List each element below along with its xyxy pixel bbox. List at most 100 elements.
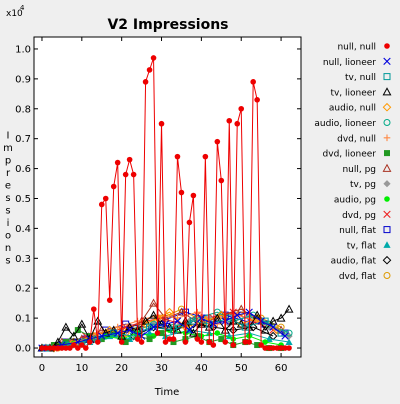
y-tick-label: 0.0	[15, 344, 31, 355]
data-point	[102, 195, 109, 202]
y-tick-label: 0.4	[15, 224, 31, 235]
x-axis-label: Time	[154, 387, 179, 398]
legend-label: audio, lioneer	[314, 119, 376, 129]
legend-item: audio, null	[329, 102, 392, 114]
data-point	[218, 177, 225, 184]
y-axis-label-letter: o	[5, 231, 11, 242]
legend-item: null, flat	[339, 226, 391, 236]
legend-item: dvd, pg	[342, 210, 391, 221]
legend-item: audio, flat	[331, 255, 392, 267]
data-point	[216, 310, 226, 320]
data-point	[170, 336, 177, 342]
y-axis-label-letter: i	[7, 218, 10, 229]
y-axis-multiplier-exponent: 4	[20, 4, 25, 12]
data-point	[154, 330, 161, 336]
data-point	[55, 345, 61, 351]
legend-item: dvd, flat	[339, 272, 391, 282]
y-axis-ticks: 0.0 0.1 0.2 0.3 0.4 0.5 0.6 0.7 0.8 0.9 1.0	[15, 44, 301, 355]
data-point	[214, 330, 221, 336]
y-axis-multiplier-base: x10	[6, 9, 23, 19]
data-point	[276, 313, 286, 322]
data-point	[39, 345, 45, 351]
data-point	[114, 323, 121, 331]
data-point	[142, 79, 149, 85]
legend-marker	[383, 180, 391, 188]
data-point	[270, 345, 276, 351]
y-axis-label-letter: s	[5, 256, 10, 267]
series-line	[41, 311, 286, 349]
data-point	[218, 336, 225, 343]
data-point	[229, 308, 237, 316]
legend-label: tv, flat	[347, 241, 377, 251]
legend-item: tv, pg	[350, 180, 391, 190]
y-axis-label-letter: n	[5, 243, 11, 254]
x-axis-ticks: 0 10 20 30 40 50 60	[39, 37, 287, 374]
data-point	[282, 345, 288, 351]
y-tick-label: 0.8	[15, 104, 31, 115]
x-tick-label: 10	[75, 363, 88, 374]
data-point	[198, 339, 205, 345]
data-point	[141, 316, 151, 325]
data-point	[233, 311, 241, 319]
data-point	[165, 307, 174, 317]
data-point	[262, 339, 268, 345]
legend-label: tv, pg	[350, 180, 376, 190]
data-point	[63, 345, 69, 351]
data-point	[277, 329, 285, 337]
legend-marker	[382, 255, 392, 265]
data-point	[149, 323, 158, 331]
data-point	[182, 339, 189, 345]
legend-label: dvd, flat	[339, 272, 377, 282]
legend-item: tv, lioneer	[330, 87, 392, 98]
series-line	[57, 311, 278, 349]
legend-item: dvd, null	[337, 134, 391, 144]
y-axis-label-letter: m	[3, 143, 13, 154]
data-point	[134, 336, 141, 342]
data-point	[67, 345, 73, 351]
legend-label: audio, null	[329, 104, 376, 114]
data-point	[269, 323, 277, 331]
y-axis-label-letter: s	[5, 206, 10, 217]
data-point	[146, 67, 153, 73]
data-point	[178, 189, 185, 196]
data-point	[186, 219, 193, 226]
data-point	[166, 336, 173, 342]
data-point	[210, 342, 217, 348]
data-point	[77, 319, 87, 328]
legend-label: audio, flat	[331, 257, 377, 267]
data-point	[94, 339, 101, 345]
data-point	[158, 120, 165, 127]
data-point	[122, 171, 129, 178]
y-axis-multiplier: x10 4	[6, 4, 25, 19]
data-point	[90, 306, 97, 312]
legend-item: null, null	[337, 43, 390, 53]
data-point	[202, 153, 209, 160]
data-point	[51, 345, 57, 351]
data-point	[79, 342, 85, 348]
y-tick-label: 0.5	[15, 194, 31, 205]
legend-marker	[383, 134, 391, 142]
y-tick-label: 0.1	[15, 314, 31, 325]
data-point	[125, 326, 134, 334]
legend-marker	[383, 57, 391, 65]
y-axis-label: Impressions	[3, 131, 13, 267]
data-point	[61, 322, 71, 331]
data-point	[83, 345, 89, 351]
data-point	[43, 345, 49, 351]
legend-marker	[383, 119, 391, 126]
legend-marker	[382, 163, 392, 172]
legend-label: audio, pg	[334, 196, 376, 206]
data-point	[254, 342, 261, 349]
data-point	[260, 325, 270, 334]
legend-marker	[382, 102, 392, 112]
legend-label: dvd, lioneer	[323, 150, 377, 160]
data-point	[286, 345, 292, 351]
y-tick-label: 0.9	[15, 74, 31, 85]
x-tick-label: 50	[235, 363, 248, 374]
data-point	[126, 156, 133, 163]
data-point	[274, 345, 280, 351]
legend-label: tv, null	[345, 73, 376, 83]
data-point	[197, 314, 206, 322]
legend-marker	[383, 272, 391, 279]
